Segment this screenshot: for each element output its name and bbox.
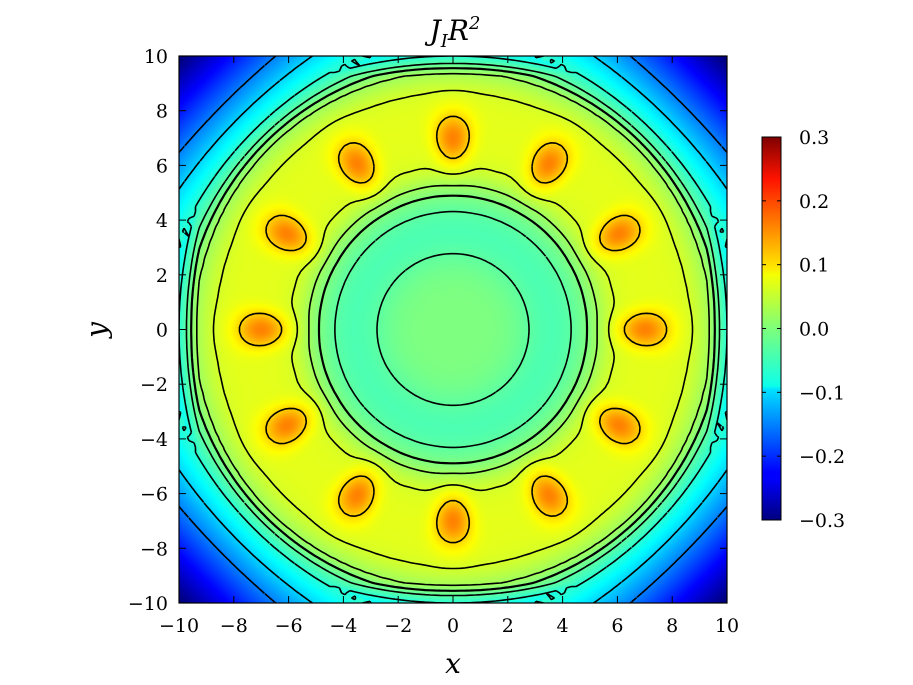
y-tick-label: 10: [144, 46, 168, 68]
colorbar-ticks: −0.3 −0.2 −0.1 0.0 0.1 0.2 0.3: [762, 127, 845, 532]
y-tick-label: −2: [140, 374, 168, 396]
contour-line: [185, 62, 721, 597]
colorbar: −0.3 −0.2 −0.1 0.0 0.1 0.2 0.3: [761, 127, 845, 532]
x-tick-label: −4: [329, 615, 357, 637]
x-axis-label: x: [445, 647, 461, 680]
y-tick-label: 2: [156, 265, 168, 287]
contour-line: [212, 89, 694, 570]
x-tick-label: 4: [557, 615, 569, 637]
x-tick-label: 10: [715, 615, 739, 637]
x-tick-label: −10: [159, 615, 199, 637]
contour-line: [179, 56, 727, 603]
colorbar-tick-label: 0.0: [799, 319, 829, 341]
y-tick-label: −4: [140, 429, 168, 451]
heatmap-area: [179, 56, 727, 603]
x-tick-label: 6: [611, 615, 623, 637]
colorbar-tick-label: −0.3: [799, 510, 845, 532]
y-tick-label: −6: [140, 484, 168, 506]
chart-title: JIR2: [425, 13, 481, 52]
x-tick-label: 2: [502, 615, 514, 637]
x-tick-label: −6: [275, 615, 303, 637]
x-tick-label: 8: [666, 615, 678, 637]
x-tick-label: 0: [447, 615, 459, 637]
colorbar-tick-label: 0.3: [799, 127, 829, 149]
x-tick-label: −8: [220, 615, 248, 637]
colorbar-tick-label: −0.1: [799, 382, 845, 404]
y-tick-label: −8: [140, 538, 168, 560]
colorbar-tick-label: −0.2: [799, 446, 845, 468]
x-axis: −10 −8 −6 −4 −2 0 2 4 6 8 10: [159, 56, 739, 637]
y-tick-label: 0: [156, 320, 168, 342]
contour-line: [179, 56, 727, 603]
x-tick-label: −2: [384, 615, 412, 637]
y-tick-label: 4: [156, 210, 168, 232]
contour-line: [196, 72, 710, 587]
contour-line: [238, 115, 668, 544]
y-axis: −10 −8 −6 −4 −2 0 2 4 6 8 10: [128, 46, 727, 615]
contour-line: [179, 56, 727, 603]
y-axis-label: y: [80, 321, 113, 340]
y-tick-label: 6: [156, 155, 168, 177]
colorbar-tick-label: 0.2: [799, 191, 829, 213]
y-tick-label: −10: [128, 593, 168, 615]
contour-line: [190, 67, 716, 592]
contour-lines: [179, 56, 727, 603]
y-tick-label: 8: [156, 101, 168, 123]
colorbar-tick-label: 0.1: [799, 255, 829, 277]
